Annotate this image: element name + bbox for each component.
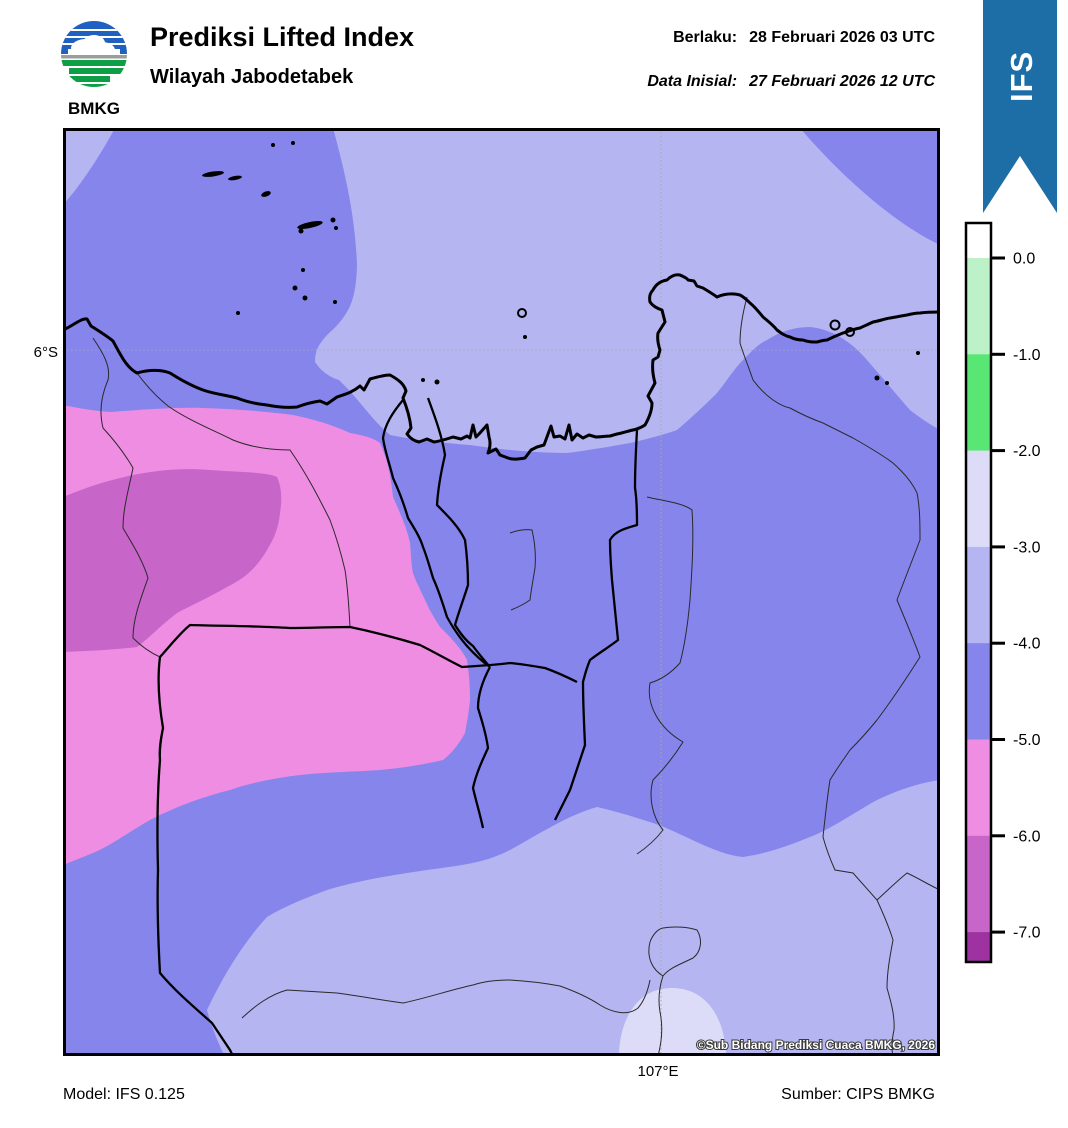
colorbar-tick-label: -1.0 <box>1013 347 1041 364</box>
ribbon-label: IFS <box>1004 51 1039 102</box>
map-copyright: ©Sub Bidang Prediksi Cuaca BMKG, 2026 <box>697 1038 936 1052</box>
admin-boundaries-thin <box>92 296 941 1057</box>
valid-time-label: Berlaku: <box>673 29 738 46</box>
page-title: Prediksi Lifted Index <box>150 22 415 52</box>
colorbar-tick-label: -5.0 <box>1013 732 1041 749</box>
islands <box>202 141 920 385</box>
initial-data-row: Data Inisial: 27 Februari 2026 12 UTC <box>647 74 935 90</box>
map-border <box>63 128 940 1056</box>
footer-source-text: Sumber: CIPS BMKG <box>781 1086 935 1103</box>
colorbar-tick-label: -3.0 <box>1013 539 1041 556</box>
model-ribbon: IFS <box>983 0 1058 225</box>
valid-time-row: Berlaku: 28 Februari 2026 03 UTC <box>673 30 935 46</box>
lifted-index-map: ©Sub Bidang Prediksi Cuaca BMKG, 2026 <box>61 128 942 1057</box>
colorbar-tick-label: -6.0 <box>1013 828 1041 845</box>
colorbar-segment <box>966 643 991 741</box>
coastline <box>61 273 942 461</box>
colorbar-tick-label: -4.0 <box>1013 636 1041 653</box>
colorbar-tick-label: -2.0 <box>1013 443 1041 460</box>
colorbar-tick-label: 0.0 <box>1013 251 1035 268</box>
li-minus4-region <box>63 128 940 1056</box>
colorbar-segment <box>966 546 991 644</box>
admin-boundaries-thick <box>156 397 639 1057</box>
latitude-label: 6°S <box>33 344 58 361</box>
bmkg-logo-text: BMKG <box>68 99 120 118</box>
li-minus4-corner-region <box>800 128 940 245</box>
colorbar-segment <box>966 258 991 355</box>
bmkg-logo-icon: BMKG <box>61 21 127 118</box>
colorbar-segment <box>966 932 991 963</box>
colorbar-segment <box>966 835 991 933</box>
initial-data-label: Data Inisial: <box>647 73 738 90</box>
colorbar-segment <box>966 739 991 837</box>
valid-time-value: 28 Februari 2026 03 UTC <box>749 29 935 46</box>
footer-model-text: Model: IFS 0.125 <box>63 1086 185 1103</box>
colorbar-segment <box>966 223 991 259</box>
page-subtitle: Wilayah Jabodetabek <box>150 66 354 88</box>
longitude-label: 107°E <box>637 1063 679 1080</box>
colorbar-segment <box>966 450 991 548</box>
bmkg-logo: BMKG <box>56 12 136 127</box>
li-minus2-region <box>619 988 726 1056</box>
colorbar-tick-label: -7.0 <box>1013 925 1041 942</box>
colorbar-legend: 0.0 -1.0 -2.0 -3.0 -4.0 -5.0 -6.0 -7.0 <box>958 213 1068 988</box>
initial-data-value: 27 Februari 2026 12 UTC <box>749 73 935 90</box>
colorbar-border <box>964 221 993 964</box>
colorbar-segment <box>966 354 991 452</box>
li-minus6-region <box>63 469 282 652</box>
ribbon-banner-icon <box>983 0 1057 213</box>
graticule-gridlines <box>63 128 940 1056</box>
